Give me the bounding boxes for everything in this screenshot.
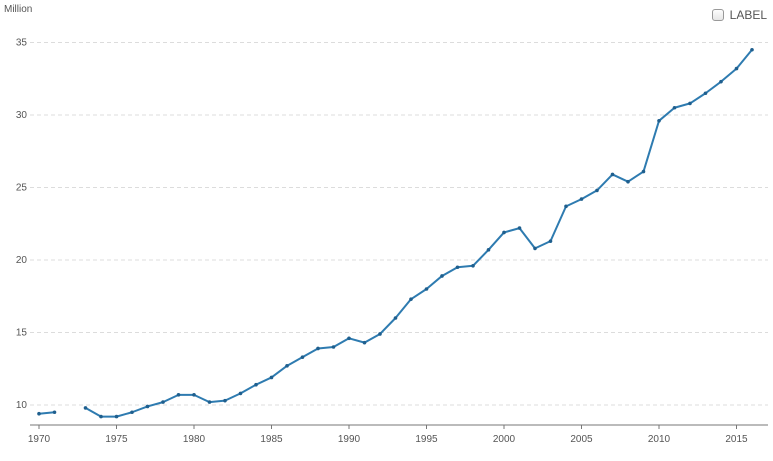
x-tick-label: 2015 (725, 434, 748, 445)
data-point[interactable] (657, 119, 661, 123)
y-tick-label: 10 (16, 400, 28, 411)
label-checkbox[interactable] (711, 9, 724, 21)
data-point[interactable] (595, 188, 599, 193)
data-point[interactable] (331, 345, 336, 349)
x-tick-label: 1970 (28, 434, 51, 445)
data-point[interactable] (471, 264, 475, 268)
data-point[interactable] (734, 66, 739, 71)
x-tick-label: 1995 (415, 434, 438, 445)
data-point[interactable] (114, 414, 119, 419)
label-toggle-text: LABEL (729, 8, 767, 22)
x-tick-label: 1985 (260, 434, 283, 445)
data-point[interactable] (130, 410, 134, 415)
data-point[interactable] (300, 355, 305, 359)
data-point[interactable] (347, 336, 351, 341)
data-point[interactable] (486, 248, 491, 252)
y-tick-label: 30 (16, 110, 28, 121)
data-point[interactable] (641, 169, 646, 174)
x-tick-label: 1975 (105, 434, 128, 445)
series-line (85, 49, 753, 418)
y-tick-label: 25 (16, 183, 28, 194)
x-tick-label: 2000 (493, 434, 516, 445)
data-point[interactable] (378, 332, 382, 336)
data-point[interactable] (517, 226, 522, 230)
y-tick-label: 20 (16, 255, 28, 266)
data-point[interactable] (37, 411, 41, 416)
data-point[interactable] (269, 375, 274, 380)
data-point[interactable] (579, 197, 584, 201)
gridlines (30, 42, 768, 406)
data-point[interactable] (424, 287, 429, 291)
data-point[interactable] (672, 105, 677, 110)
x-tick-label: 2005 (570, 434, 593, 445)
data-point[interactable] (626, 179, 630, 184)
y-tick-labels: 10 15 20 25 30 35 (16, 38, 28, 412)
data-point[interactable] (564, 204, 568, 209)
data-point[interactable] (223, 398, 227, 403)
data-point[interactable] (145, 404, 150, 409)
data-point[interactable] (703, 91, 708, 96)
data-point[interactable] (238, 391, 243, 396)
y-tick-label: 15 (16, 328, 28, 339)
x-tick-label: 1990 (338, 434, 361, 445)
data-point[interactable] (83, 406, 88, 410)
data-point[interactable] (52, 410, 57, 415)
data-point[interactable] (207, 400, 212, 404)
data-point[interactable] (393, 316, 398, 320)
data-point[interactable] (192, 393, 196, 397)
data-point[interactable] (254, 382, 258, 387)
y-tick-label: 35 (16, 38, 28, 49)
data-point[interactable] (548, 239, 553, 243)
series-line-group (37, 47, 754, 419)
data-point[interactable] (610, 172, 615, 177)
series-line (38, 411, 55, 415)
data-point[interactable] (176, 393, 181, 397)
data-point[interactable] (316, 346, 320, 351)
data-point[interactable] (688, 101, 692, 106)
x-tick-label: 2010 (648, 434, 671, 445)
data-point[interactable] (99, 414, 103, 419)
data-point[interactable] (161, 400, 165, 404)
data-point[interactable] (362, 340, 367, 345)
data-point[interactable] (533, 246, 537, 251)
data-point[interactable] (285, 364, 289, 368)
data-point[interactable] (409, 297, 413, 301)
label-toggle[interactable]: LABEL (711, 8, 767, 22)
data-point[interactable] (440, 274, 444, 278)
data-point[interactable] (750, 47, 754, 52)
data-point[interactable] (719, 79, 723, 84)
x-axis: 1970 1975 1980 1985 1990 1995 2000 2005 2010 2015 (28, 424, 768, 445)
data-point[interactable] (455, 265, 460, 270)
x-tick-label: 1980 (183, 434, 206, 445)
data-point[interactable] (502, 230, 506, 235)
y-axis-unit-label: Million (4, 4, 33, 15)
